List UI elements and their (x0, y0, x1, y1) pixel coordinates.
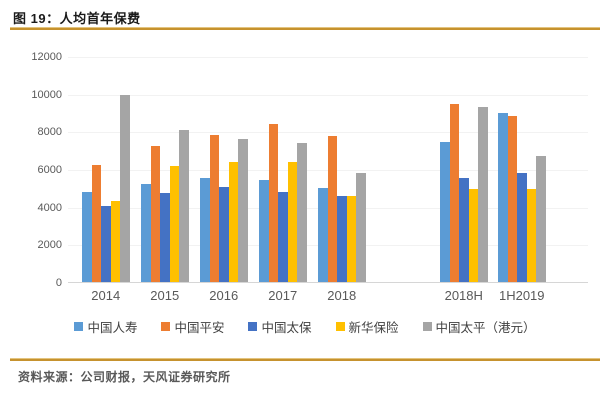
gridline (68, 94, 588, 96)
bar (297, 142, 307, 282)
legend-item: 中国人寿 (74, 317, 137, 336)
x-category-label: 2014 (91, 288, 121, 303)
bar-group-2018H (440, 104, 488, 282)
bar (468, 188, 478, 282)
bar (318, 187, 328, 282)
bar (507, 116, 517, 282)
bar (200, 178, 210, 282)
bar (459, 177, 469, 282)
bar (526, 188, 536, 282)
legend-label: 中国太平（港元） (435, 321, 536, 335)
y-tick-label: 6000 (37, 164, 62, 176)
source-note: 资料来源：公司财报，天风证券研究所 (18, 370, 231, 384)
bar (478, 106, 488, 282)
bar-group-2016 (200, 135, 248, 282)
bar (209, 135, 219, 282)
x-category-label: 2018H (444, 288, 483, 303)
y-tick-label: 8000 (37, 126, 62, 139)
plot-area (68, 57, 588, 283)
bar (346, 196, 356, 282)
legend-label: 中国人寿 (87, 321, 138, 335)
bar (160, 192, 170, 282)
legend-item: 中国太平（港元） (422, 317, 536, 336)
legend-swatch (74, 322, 84, 331)
gridline (68, 57, 588, 58)
bar-group-1H2019 (498, 113, 546, 282)
legend-label: 中国太保 (261, 321, 312, 335)
legend-label: 中国平安 (174, 321, 225, 335)
bar (101, 205, 111, 282)
bar (82, 191, 92, 282)
bar (179, 130, 189, 282)
bar (141, 184, 151, 282)
bar (278, 191, 288, 282)
x-category-label: 1H2019 (498, 288, 545, 303)
bar (150, 145, 160, 282)
y-tick-label: 12000 (31, 51, 62, 63)
bar (120, 94, 130, 282)
bar (228, 161, 238, 282)
legend-item: 新华保险 (335, 317, 399, 336)
x-category-label: 2017 (268, 288, 298, 303)
gridline (68, 132, 588, 134)
top-rule (10, 27, 600, 30)
bottom-rule (10, 358, 600, 361)
bar-group-2017 (259, 123, 307, 282)
bar (327, 136, 337, 282)
x-category-label: 2018 (327, 288, 357, 303)
bar (536, 155, 546, 282)
legend-swatch (422, 322, 432, 331)
y-tick-label: 4000 (37, 201, 62, 214)
x-category-label: 2016 (209, 288, 239, 303)
bar-group-2014 (82, 94, 130, 282)
bar (287, 162, 297, 282)
legend-item: 中国太保 (248, 317, 312, 336)
legend-label: 新华保险 (348, 321, 399, 335)
bar (268, 123, 278, 282)
x-category-label: 2015 (150, 288, 180, 303)
y-tick-label: 2000 (37, 239, 62, 252)
bar (517, 172, 527, 282)
chart-legend: 中国人寿 中国平安 中国太保 新华保险 中国太平（港元） (0, 317, 610, 336)
figure-title: 图 19：人均首年保费 (13, 11, 141, 26)
y-tick-label: 10000 (31, 88, 62, 101)
bar (91, 165, 101, 282)
legend-swatch (248, 322, 258, 331)
legend-swatch (161, 322, 171, 331)
legend-swatch (335, 322, 345, 331)
bar (110, 201, 120, 282)
bar (238, 138, 248, 282)
bar (449, 104, 459, 282)
bar (219, 186, 229, 282)
bar (440, 141, 450, 282)
y-tick-label: 0 (55, 277, 62, 289)
bar (498, 113, 508, 282)
legend-item: 中国平安 (161, 317, 224, 336)
bar (169, 166, 179, 282)
bar (259, 180, 269, 282)
bar (337, 196, 347, 282)
bar-group-2015 (141, 130, 189, 282)
bar (356, 172, 366, 282)
bar-group-2018 (318, 136, 366, 282)
